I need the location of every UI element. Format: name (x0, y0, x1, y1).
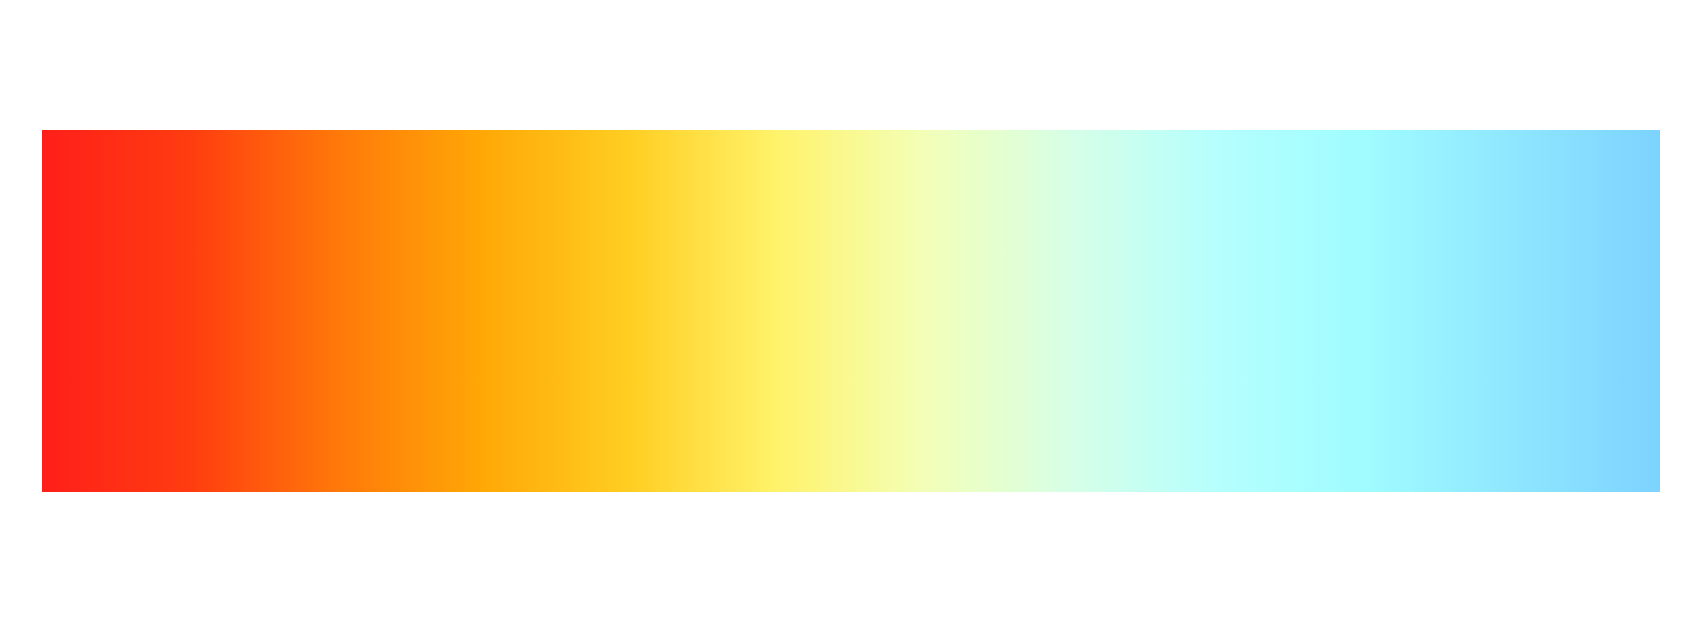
color-gradient-bar (42, 130, 1660, 492)
